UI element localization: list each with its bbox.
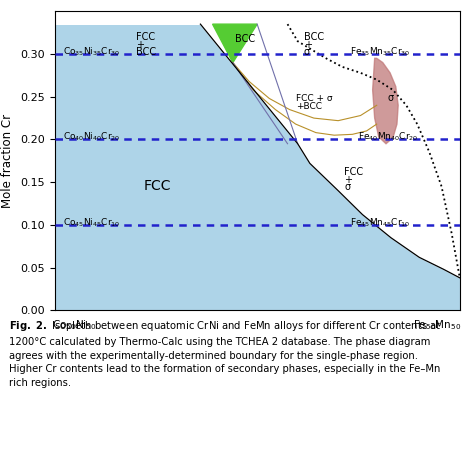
Text: +BCC: +BCC [296, 102, 322, 111]
Text: FCC: FCC [344, 167, 364, 177]
Text: σ: σ [388, 93, 394, 103]
Text: σ: σ [344, 182, 350, 192]
Text: FCC + σ: FCC + σ [296, 94, 332, 103]
Text: BCC: BCC [235, 34, 255, 43]
Polygon shape [55, 24, 460, 310]
Text: Fe$_{45}$Mn$_{45}$Cr$_{10}$: Fe$_{45}$Mn$_{45}$Cr$_{10}$ [350, 216, 411, 229]
Text: +: + [304, 40, 312, 50]
Text: Co$_{40}$Ni$_{40}$Cr$_{20}$: Co$_{40}$Ni$_{40}$Cr$_{20}$ [63, 130, 120, 143]
Text: Fe$_{50}$Mn$_{50}$: Fe$_{50}$Mn$_{50}$ [413, 318, 462, 332]
Text: Co$_{45}$Ni$_{45}$Cr$_{10}$: Co$_{45}$Ni$_{45}$Cr$_{10}$ [63, 216, 120, 229]
Text: Fe$_{35}$Mn$_{35}$Cr$_{30}$: Fe$_{35}$Mn$_{35}$Cr$_{30}$ [350, 45, 411, 58]
Polygon shape [373, 58, 398, 144]
Text: FCC: FCC [144, 179, 171, 193]
Polygon shape [212, 24, 257, 63]
Y-axis label: Mole fraction Cr: Mole fraction Cr [1, 114, 15, 208]
Polygon shape [288, 24, 460, 278]
Text: BCC: BCC [304, 32, 324, 42]
Text: FCC: FCC [136, 32, 155, 42]
Polygon shape [55, 24, 298, 144]
Text: Co$_{50}$Ni$_{50}$: Co$_{50}$Ni$_{50}$ [53, 318, 97, 332]
Text: BCC: BCC [136, 47, 155, 58]
Text: Fe$_{40}$Mn$_{40}$Cr$_{20}$: Fe$_{40}$Mn$_{40}$Cr$_{20}$ [358, 130, 419, 143]
Text: σ: σ [304, 47, 310, 58]
Text: +: + [344, 174, 352, 185]
Text: +: + [136, 40, 144, 50]
Text: $\bf{Fig.\ 2.}$ Isopleth between equatomic CrNi and FeMn alloys for different Cr: $\bf{Fig.\ 2.}$ Isopleth between equatom… [9, 319, 442, 388]
Text: Co$_{35}$Ni$_{35}$Cr$_{30}$: Co$_{35}$Ni$_{35}$Cr$_{30}$ [63, 45, 120, 58]
